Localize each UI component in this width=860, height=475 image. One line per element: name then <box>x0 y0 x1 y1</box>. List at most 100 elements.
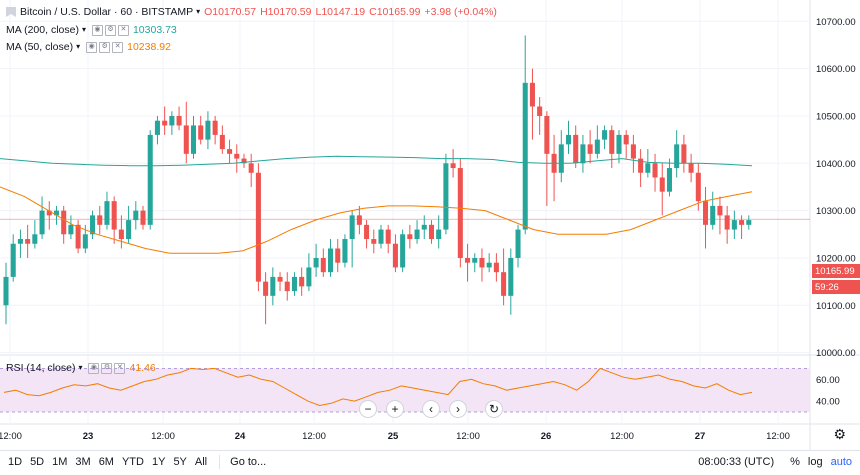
chevron-down-icon[interactable]: ▾ <box>81 25 86 34</box>
change-value: +3.98 (+0.04%) <box>424 6 497 18</box>
candle-body <box>638 158 644 173</box>
candle-body <box>263 281 269 296</box>
ma50-label[interactable]: MA (50, close) <box>6 41 74 53</box>
candle-body <box>299 276 305 287</box>
low-value: L10147.19 <box>315 6 366 18</box>
eye-icon[interactable]: ◉ <box>91 24 103 36</box>
rsi-tick-label: 60.00 <box>816 375 840 386</box>
candle-body <box>227 149 233 154</box>
settings-icon[interactable]: ⚙ <box>99 41 111 53</box>
candle-body <box>140 210 146 225</box>
scroll-left-button[interactable]: ‹ <box>422 400 440 418</box>
chevron-down-icon[interactable]: ▾ <box>196 7 201 16</box>
timeframe-5d[interactable]: 5D <box>30 456 45 468</box>
candle-body <box>82 234 88 249</box>
chevron-down-icon[interactable]: ▾ <box>76 42 81 51</box>
time-tick-label: 23 <box>83 431 94 442</box>
candle-body <box>147 134 153 225</box>
open-value: O10170.57 <box>204 6 257 18</box>
candle-body <box>609 130 615 154</box>
rsi-value: 41.46 <box>129 362 156 374</box>
candle-body <box>198 125 204 140</box>
zoom-in-button[interactable]: + <box>386 400 404 418</box>
candle-body <box>666 168 672 192</box>
candle-body <box>400 234 406 268</box>
candle-body <box>356 215 362 225</box>
settings-icon[interactable]: ⚙ <box>104 24 116 36</box>
candle-body <box>457 168 463 258</box>
timeframe-1d[interactable]: 1D <box>8 456 23 468</box>
candle-body <box>515 229 521 258</box>
candle-body <box>724 215 730 230</box>
timeframe-ytd[interactable]: YTD <box>121 456 144 468</box>
close-icon[interactable]: ✕ <box>112 41 124 53</box>
candle-body <box>385 229 391 244</box>
zoom-out-button[interactable]: − <box>359 400 377 418</box>
timeframe-all[interactable]: All <box>194 456 208 468</box>
candle-body <box>284 281 290 292</box>
candle-body <box>183 125 189 154</box>
close-value: C10165.99 <box>369 6 421 18</box>
symbol-legend: Bitcoin / U.S. Dollar · 60 · BITSTAMP ▾ … <box>6 5 497 19</box>
candle-body <box>443 163 449 230</box>
candle-body <box>61 210 67 235</box>
time-tick-label: 25 <box>388 431 399 442</box>
clock-display[interactable]: 08:00:33 (UTC) <box>698 456 775 468</box>
candle-body <box>746 220 752 225</box>
candle-body <box>573 134 579 164</box>
candle-body <box>154 120 160 135</box>
close-icon[interactable]: ✕ <box>117 24 129 36</box>
timeframe-5y[interactable]: 5Y <box>173 456 187 468</box>
time-tick-label: 12:00 <box>456 431 480 442</box>
candle-body <box>407 234 413 240</box>
candle-body <box>327 248 334 273</box>
candle-body <box>537 106 543 116</box>
chevron-down-icon[interactable]: ▾ <box>78 363 83 372</box>
symbol-title[interactable]: Bitcoin / U.S. Dollar · 60 · BITSTAMP <box>20 6 194 18</box>
timeframe-1m[interactable]: 1M <box>52 456 68 468</box>
candle-body <box>234 153 240 159</box>
candle-body <box>291 276 297 292</box>
candle-body <box>53 210 60 216</box>
candle-body <box>133 210 139 221</box>
candle-body <box>46 210 52 216</box>
price-tick-label: 10700.00 <box>816 17 856 28</box>
candle-body <box>270 276 276 296</box>
settings-icon[interactable]: ⚙ <box>101 362 113 374</box>
time-tick-label: 12:00 <box>302 431 326 442</box>
candle-body <box>241 158 247 164</box>
goto-button[interactable]: Go to... <box>230 456 267 468</box>
log-toggle[interactable]: log <box>807 456 823 468</box>
reset-chart-button[interactable]: ↻ <box>485 400 503 418</box>
candle-body <box>450 163 456 169</box>
candle-body <box>320 257 326 273</box>
ma200-label[interactable]: MA (200, close) <box>6 24 79 36</box>
eye-icon[interactable]: ◉ <box>86 41 98 53</box>
candle-body <box>645 163 651 173</box>
rsi-label[interactable]: RSI (14, close) <box>6 362 76 374</box>
timeframe-3m[interactable]: 3M <box>75 456 91 468</box>
percent-toggle[interactable]: % <box>790 456 800 468</box>
candle-body <box>104 201 110 225</box>
candle-body <box>659 177 665 192</box>
candle-body <box>306 267 312 287</box>
close-icon[interactable]: ✕ <box>114 362 126 374</box>
candle-body <box>10 243 16 277</box>
ma50-legend: MA (50, close) ▾ ◉ ⚙ ✕ 10238.92 <box>6 40 171 54</box>
candle-body <box>126 220 132 240</box>
timeframe-6m[interactable]: 6M <box>98 456 114 468</box>
candle-body <box>695 172 701 202</box>
candle-body <box>364 224 370 240</box>
candle-body <box>558 144 564 173</box>
candle-body <box>378 229 384 244</box>
candle-body <box>465 257 471 263</box>
scroll-right-button[interactable]: › <box>449 400 467 418</box>
timeframe-1y[interactable]: 1Y <box>151 456 166 468</box>
candle-body <box>501 272 507 296</box>
eye-icon[interactable]: ◉ <box>88 362 100 374</box>
countdown-tag: 59:26 <box>812 280 860 294</box>
gear-icon[interactable]: ⚙ <box>833 426 846 442</box>
auto-toggle[interactable]: auto <box>830 456 852 468</box>
